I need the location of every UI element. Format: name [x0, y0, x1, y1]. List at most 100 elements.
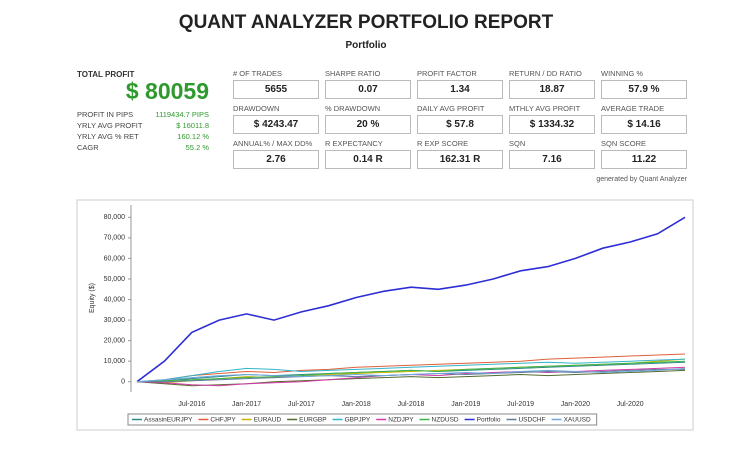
stat-value: 2.76	[233, 150, 319, 169]
summary-value: 1119434.7 PIPS	[155, 110, 209, 119]
stat-value: 57.9 %	[601, 80, 687, 99]
x-tick-label: Jan-2018	[342, 401, 371, 408]
y-tick-label: 10,000	[104, 358, 126, 365]
stat-label: R EXP SCORE	[417, 139, 469, 148]
stat-cell: PROFIT FACTOR 1.34	[417, 69, 503, 99]
x-tick-label: Jan-2020	[561, 401, 590, 408]
legend-label: USDCHF	[518, 417, 545, 424]
legend-label: NZDJPY	[388, 417, 414, 424]
y-tick-label: 50,000	[104, 276, 126, 283]
series-line	[136, 353, 686, 383]
stat-cell: SHARPE RATIO 0.07	[325, 69, 411, 99]
stat-cell: MTHLY AVG PROFIT $ 1334.32	[509, 104, 595, 134]
legend-label: CHFJPY	[210, 417, 236, 424]
y-axis-label: Equity ($)	[89, 283, 96, 313]
stat-value: 162.31 R	[417, 150, 503, 169]
stat-label: # OF TRADES	[233, 69, 283, 78]
stat-label: SQN	[509, 139, 526, 148]
stat-cell: # OF TRADES 5655	[233, 69, 319, 99]
stat-value: $ 57.8	[417, 115, 503, 134]
stat-value: 11.22	[601, 150, 687, 169]
stat-label: AVERAGE TRADE	[601, 104, 665, 113]
total-profit-label: TOTAL PROFIT	[77, 70, 135, 79]
legend-label: AssasinEURJPY	[144, 417, 193, 424]
chart-frame	[76, 199, 694, 431]
stat-cell: SQN 7.16	[509, 139, 595, 169]
legend-box	[127, 413, 598, 426]
stat-value: 7.16	[509, 150, 595, 169]
series-line	[136, 216, 686, 383]
summary-value: $ 16011.8	[176, 121, 209, 130]
stat-value: 18.87	[509, 80, 595, 99]
stat-cell: R EXP SCORE 162.31 R	[417, 139, 503, 169]
y-tick-label: 60,000	[104, 255, 126, 262]
legend-label: NZDUSD	[432, 417, 459, 424]
summary-label: CAGR	[77, 143, 99, 152]
y-tick-label: 70,000	[104, 235, 126, 242]
stat-cell: R EXPECTANCY 0.14 R	[325, 139, 411, 169]
legend-label: EURAUD	[254, 417, 282, 424]
summary-value: 160.12 %	[177, 132, 209, 141]
x-tick-label: Jul-2020	[617, 401, 644, 408]
stat-cell: WINNING % 57.9 %	[601, 69, 687, 99]
legend-label: Portfolio	[477, 417, 501, 424]
stat-cell: AVERAGE TRADE $ 14.16	[601, 104, 687, 134]
y-tick-label: 0	[121, 379, 125, 386]
stat-value: 0.07	[325, 80, 411, 99]
x-tick-label: Jul-2019	[507, 401, 534, 408]
y-tick-label: 40,000	[104, 296, 126, 303]
series-line	[136, 360, 686, 383]
report-title: QUANT ANALYZER PORTFOLIO REPORT	[178, 12, 554, 33]
stat-label: DRAWDOWN	[233, 104, 280, 113]
stat-cell: DRAWDOWN $ 4243.47	[233, 104, 319, 134]
stat-label: ANNUAL% / MAX DD%	[233, 139, 313, 148]
stat-label: SHARPE RATIO	[325, 69, 381, 78]
stats-grid: # OF TRADES 5655 SHARPE RATIO 0.07 PROFIT FA…	[233, 69, 687, 169]
stat-value: 0.14 R	[325, 150, 411, 169]
x-tick-label: Jul-2017	[288, 401, 315, 408]
stat-value: $ 14.16	[601, 115, 687, 134]
y-tick-label: 20,000	[104, 337, 126, 344]
x-tick-label: Jul-2018	[398, 401, 425, 408]
y-tick-label: 30,000	[104, 317, 126, 324]
stat-label: % DRAWDOWN	[325, 104, 381, 113]
stat-value: 5655	[233, 80, 319, 99]
summary-row: YRLY AVG % RET 160.12 %	[77, 132, 209, 141]
summary-label: YRLY AVG % RET	[77, 132, 139, 141]
legend-label: XAUUSD	[564, 417, 591, 424]
stat-label: SQN SCORE	[601, 139, 647, 148]
stat-label: RETURN / DD RATIO	[509, 69, 582, 78]
stat-value: $ 1334.32	[509, 115, 595, 134]
stat-label: DAILY AVG PROFIT	[417, 104, 485, 113]
report-subtitle: Portfolio	[345, 40, 387, 51]
stat-cell: RETURN / DD RATIO 18.87	[509, 69, 595, 99]
summary-row: YRLY AVG PROFIT $ 16011.8	[77, 121, 209, 130]
legend-label: EURGBP	[299, 417, 326, 424]
x-tick-label: Jul-2016	[178, 401, 205, 408]
legend-label: GBPJPY	[345, 417, 371, 424]
stat-label: MTHLY AVG PROFIT	[509, 104, 581, 113]
series-line	[136, 358, 686, 383]
stat-label: WINNING %	[601, 69, 644, 78]
stat-cell: DAILY AVG PROFIT $ 57.8	[417, 104, 503, 134]
stat-cell: SQN SCORE 11.22	[601, 139, 687, 169]
x-tick-label: Jan-2019	[451, 401, 480, 408]
stat-cell: ANNUAL% / MAX DD% 2.76	[233, 139, 319, 169]
summary-row: CAGR 55.2 %	[77, 143, 209, 152]
summary-label: PROFIT IN PIPS	[77, 110, 134, 119]
summary-label: YRLY AVG PROFIT	[77, 121, 143, 130]
stat-value: 1.34	[417, 80, 503, 99]
x-tick-label: Jan-2017	[232, 401, 261, 408]
y-tick-label: 80,000	[104, 214, 126, 221]
generated-note: generated by Quant Analyzer	[596, 176, 687, 183]
summary-value: 55.2 %	[185, 143, 209, 152]
series-line	[136, 369, 686, 387]
summary-row: PROFIT IN PIPS 1119434.7 PIPS	[77, 110, 209, 119]
stat-label: PROFIT FACTOR	[417, 69, 477, 78]
stat-label: R EXPECTANCY	[325, 139, 383, 148]
stat-value: 20 %	[325, 115, 411, 134]
series-line	[136, 367, 686, 383]
total-profit-value: $ 80059	[125, 78, 209, 104]
